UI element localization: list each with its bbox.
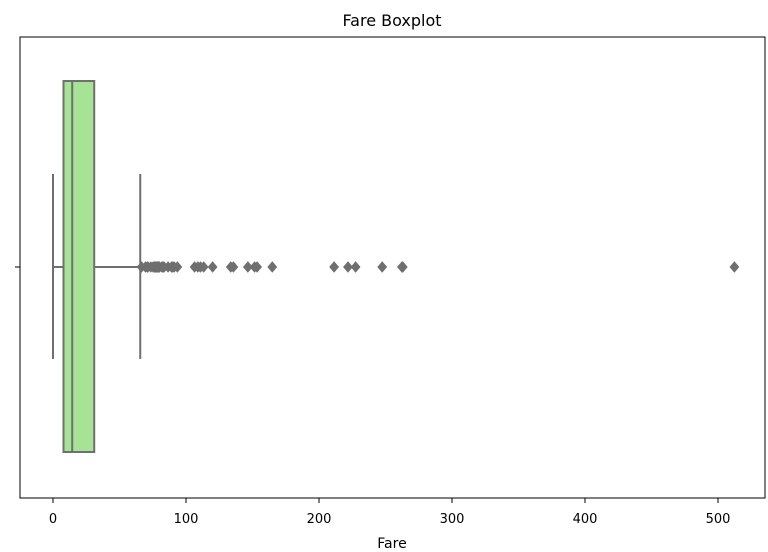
outlier-point (729, 261, 740, 273)
outlier-point (397, 261, 408, 273)
x-tick-label: 200 (307, 512, 332, 527)
outlier-point (228, 261, 239, 273)
x-tick-label: 0 (49, 512, 57, 527)
outlier-point (172, 261, 183, 273)
x-tick-label: 300 (440, 512, 465, 527)
outlier-point (329, 261, 339, 273)
outlier-point (198, 261, 209, 273)
x-tick-label: 400 (573, 512, 598, 527)
outlier-point (350, 261, 361, 273)
x-axis-label: Fare (377, 536, 406, 552)
outlier-point (242, 261, 253, 273)
outlier-layer (136, 261, 740, 273)
chart-title: Fare Boxplot (342, 11, 441, 30)
outlier-point (252, 261, 263, 273)
x-tick-label: 100 (174, 512, 199, 527)
x-axis-ticks: 0 100 200 300 400 500 (49, 498, 731, 527)
outlier-point (377, 261, 388, 273)
iqr-box (62, 80, 96, 453)
x-tick-label: 500 (706, 512, 731, 527)
outlier-point (267, 261, 278, 273)
box-layer (52, 80, 142, 453)
outlier-point (343, 261, 353, 273)
outlier-point (207, 261, 218, 273)
